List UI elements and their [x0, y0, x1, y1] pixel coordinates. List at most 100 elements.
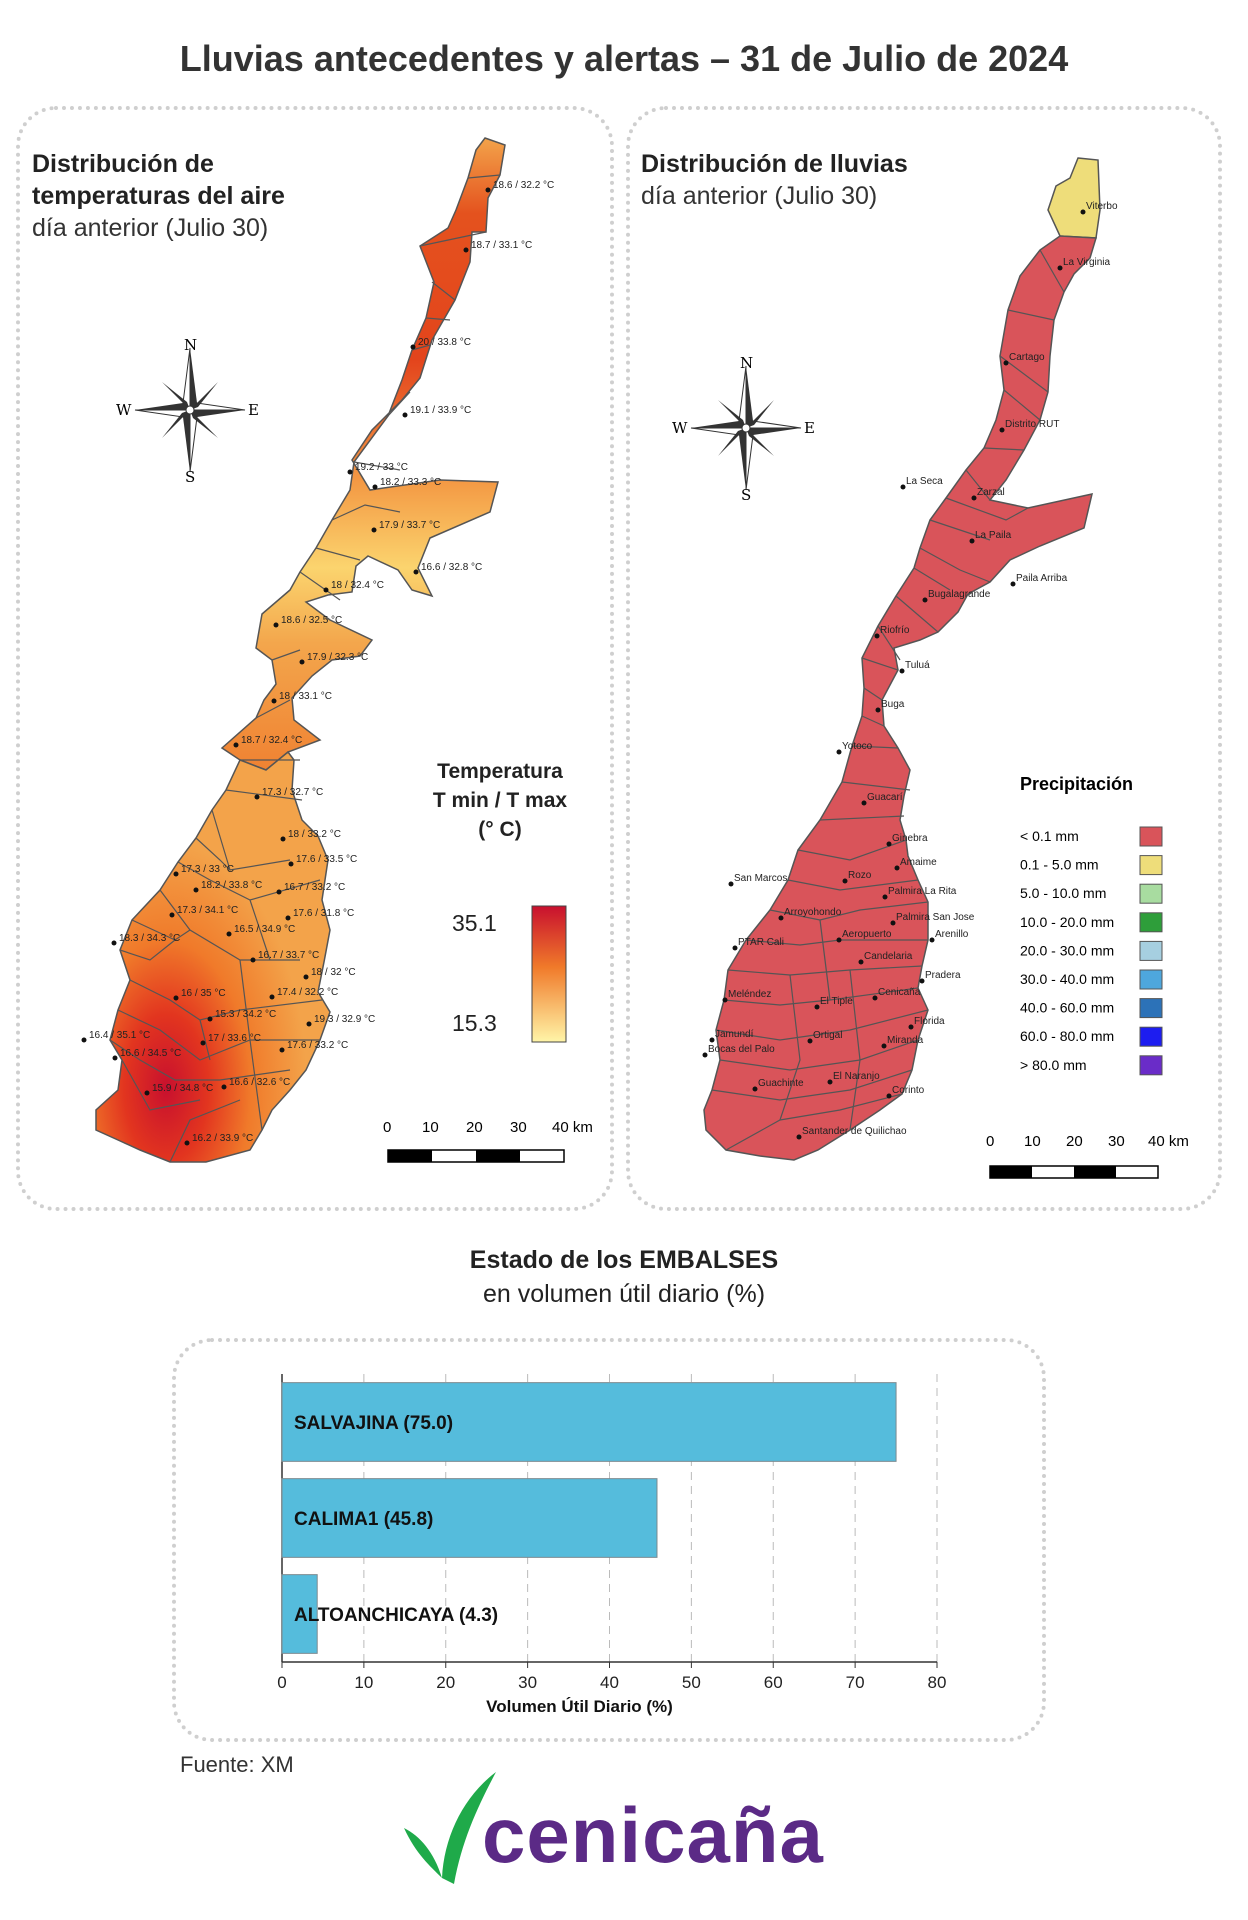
x-tick-label: 0 — [277, 1673, 286, 1692]
temp-station-dot — [463, 247, 469, 253]
compass-n-rain: N — [740, 354, 753, 372]
temp-legend-title-2: T min / T max — [432, 789, 568, 812]
temp-station-label: 20 / 33.8 °C — [418, 337, 471, 348]
rain-station-label: Jamundí — [715, 1029, 754, 1040]
reservoir-bar-label: ALTOANCHICAYA (4.3) — [294, 1605, 498, 1626]
rain-station-dot — [882, 894, 888, 900]
rain-station-dot — [872, 995, 878, 1001]
rain-station-label: Palmira La Rita — [888, 886, 957, 897]
temp-station-label: 16.4 / 35.1 °C — [89, 1030, 150, 1041]
temp-station-layer: 18.6 / 32.2 °C 18.7 / 33.1 °C 20 / 33.8 °C… — [81, 180, 554, 1146]
rain-station-label: Ginebra — [892, 833, 928, 844]
temp-station-dot — [372, 484, 378, 490]
temp-station-dot — [280, 836, 286, 842]
precip-legend-swatch — [1139, 940, 1163, 961]
temp-station-label: 19.1 / 33.9 °C — [410, 405, 471, 416]
rain-station-dot — [908, 1024, 914, 1030]
rain-station-dot — [1010, 581, 1016, 587]
temp-station-dot — [323, 587, 329, 593]
temp-station-dot — [250, 957, 256, 963]
temp-station-dot — [144, 1090, 150, 1096]
precip-legend-label: 0.1 - 5.0 mm — [1020, 857, 1099, 873]
temp-legend-title-1: Temperatura — [437, 760, 563, 783]
precip-legend-label: 10.0 - 20.0 mm — [1020, 914, 1114, 930]
x-tick-label: 50 — [682, 1673, 701, 1692]
temp-station-dot — [81, 1037, 87, 1043]
temp-legend-max: 35.1 — [452, 910, 497, 936]
rain-station-dot — [778, 915, 784, 921]
rain-station-label: Guachinte — [758, 1078, 804, 1089]
x-tick-label: 60 — [764, 1673, 783, 1692]
temp-station-label: 19.3 / 32.9 °C — [314, 1014, 375, 1025]
x-tick-label: 10 — [354, 1673, 373, 1692]
compass-n-temp: N — [184, 336, 197, 354]
precip-legend-label: < 0.1 mm — [1020, 828, 1079, 844]
temp-station-label: 15.9 / 34.8 °C — [152, 1083, 213, 1094]
rain-station-dot — [858, 959, 864, 965]
rain-station-dot — [807, 1038, 813, 1044]
rain-station-dot — [728, 881, 734, 887]
precip-legend-label: 60.0 - 80.0 mm — [1020, 1028, 1114, 1044]
temp-station-dot — [306, 1021, 312, 1027]
rain-station-label: Cartago — [1009, 352, 1045, 363]
rain-station-dot — [900, 484, 906, 490]
compass-s-temp: S — [185, 468, 195, 486]
rain-station-label: El Naranjo — [833, 1071, 880, 1082]
precip-legend-swatch — [1139, 883, 1163, 904]
temp-map-north-region — [220, 137, 506, 771]
temp-station-dot — [269, 994, 275, 1000]
rain-station-dot — [929, 937, 935, 943]
cenicana-logo-text: cenicaña — [482, 1791, 824, 1879]
rain-scale-20: 20 — [1066, 1133, 1083, 1150]
temp-station-dot — [111, 940, 117, 946]
reservoir-bar-chart: 0 10 20 30 40 50 60 70 80 SALVAJINA (75.0) CALIMA1… — [277, 1374, 947, 1716]
temp-station-dot — [207, 1016, 213, 1022]
temp-scale-10: 10 — [422, 1119, 439, 1136]
precip-legend-label: 30.0 - 40.0 mm — [1020, 971, 1114, 987]
temp-station-label: 16.2 / 33.9 °C — [192, 1133, 253, 1144]
temp-station-label: 15.3 / 34.2 °C — [215, 1009, 276, 1020]
temp-station-dot — [173, 995, 179, 1001]
rain-map-subtitle: día anterior (Julio 30) — [641, 182, 878, 210]
temp-scale-40: 40 km — [552, 1119, 593, 1136]
rain-station-dot — [971, 495, 977, 501]
rain-station-dot — [796, 1134, 802, 1140]
rain-station-dot — [836, 749, 842, 755]
rain-station-label: Bocas del Palo — [708, 1044, 775, 1055]
temp-station-label: 16.7 / 33.2 °C — [284, 882, 345, 893]
rain-station-dot — [899, 668, 905, 674]
precip-legend-swatch — [1139, 912, 1163, 933]
rain-station-label: Cenicaña — [878, 987, 921, 998]
rain-station-dot — [886, 1093, 892, 1099]
temp-station-dot — [303, 974, 309, 980]
x-tick-label: 80 — [928, 1673, 947, 1692]
rain-station-label: La Seca — [906, 476, 943, 487]
temp-station-label: 17.3 / 32.7 °C — [262, 787, 323, 798]
rain-station-label: Arroyohondo — [784, 907, 842, 918]
temp-station-label: 16.7 / 33.7 °C — [258, 950, 319, 961]
x-tick-label: 70 — [846, 1673, 865, 1692]
temp-station-dot — [226, 931, 232, 937]
source-note: Fuente: XM — [180, 1752, 294, 1777]
cenicana-leaf-icon — [404, 1772, 496, 1884]
precip-legend-label: > 80.0 mm — [1020, 1057, 1087, 1073]
rain-station-dot — [874, 633, 880, 639]
rain-station-label: Palmira San Jose — [896, 912, 975, 923]
rain-station-dot — [722, 997, 728, 1003]
scale-bar-rain — [989, 1165, 1159, 1179]
temp-station-dot — [221, 1084, 227, 1090]
temp-station-label: 18.3 / 34.3 °C — [119, 933, 180, 944]
rain-station-dot — [919, 978, 925, 984]
temp-station-dot — [288, 861, 294, 867]
temp-station-dot — [410, 344, 416, 350]
temp-station-label: 16.5 / 34.9 °C — [234, 924, 295, 935]
temp-station-dot — [254, 794, 260, 800]
precip-legend-title: Precipitación — [1020, 774, 1133, 794]
reservoir-bar — [281, 1382, 897, 1462]
temp-station-label: 17.6 / 31.8 °C — [293, 908, 354, 919]
rain-station-label: Buga — [881, 699, 905, 710]
rain-station-label: Aeropuerto — [842, 929, 892, 940]
temp-station-label: 17.9 / 33.7 °C — [379, 520, 440, 531]
temp-scale-0: 0 — [383, 1119, 391, 1136]
rain-station-dot — [1080, 209, 1086, 215]
